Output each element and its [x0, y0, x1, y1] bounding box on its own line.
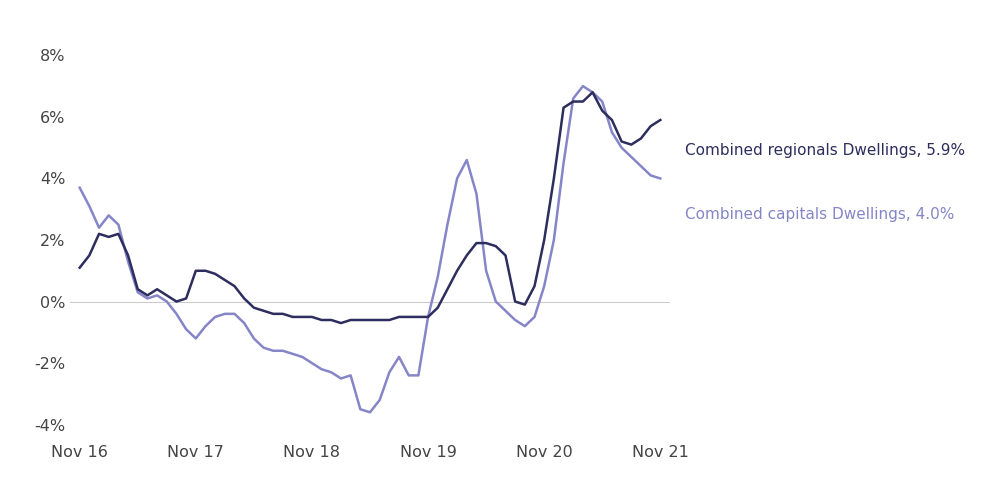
Text: Combined regionals Dwellings, 5.9%: Combined regionals Dwellings, 5.9%	[685, 142, 965, 158]
Text: Combined capitals Dwellings, 4.0%: Combined capitals Dwellings, 4.0%	[685, 208, 954, 222]
